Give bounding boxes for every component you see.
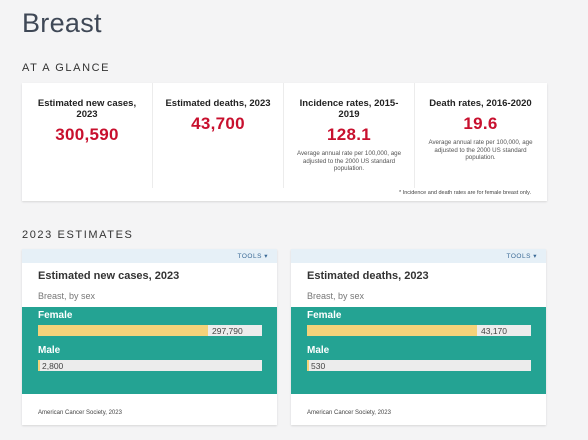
- page-title: Breast: [22, 8, 102, 38]
- stat-incidence-rate: Incidence rates, 2015-2019 128.1 Average…: [284, 83, 415, 188]
- tools-menu-button[interactable]: TOOLS ▾: [506, 253, 537, 260]
- chart-source: American Cancer Society, 2023: [307, 410, 391, 416]
- bar-value-label: 43,170: [481, 326, 507, 336]
- bar-category-label: Female: [307, 310, 342, 321]
- stat-label: Estimated deaths, 2023: [165, 98, 271, 109]
- estimates-heading: 2023 ESTIMATES: [22, 229, 134, 241]
- bar[interactable]: [307, 325, 477, 336]
- bar-chart-panel: Female 43,170 Male 530: [291, 307, 546, 394]
- bar-category-label: Male: [307, 345, 330, 356]
- bar-track: 43,170: [307, 325, 531, 336]
- chart-source: American Cancer Society, 2023: [38, 410, 122, 416]
- tools-bar: TOOLS ▾: [291, 249, 546, 263]
- caret-down-icon: ▾: [264, 253, 268, 260]
- caret-down-icon: ▾: [533, 253, 537, 260]
- bar-track: 2,800: [38, 360, 262, 371]
- stat-label: Estimated new cases, 2023: [37, 98, 137, 120]
- new-cases-chart-card: TOOLS ▾ Estimated new cases, 2023 Breast…: [22, 249, 277, 425]
- stat-new-cases: Estimated new cases, 2023 300,590: [22, 83, 153, 188]
- bar-value-label: 530: [311, 361, 326, 371]
- deaths-chart-card: TOOLS ▾ Estimated deaths, 2023 Breast, b…: [291, 249, 546, 425]
- at-a-glance-card: Estimated new cases, 2023 300,590 Estima…: [22, 83, 547, 201]
- bar-track: 530: [307, 360, 531, 371]
- bar-value-label: 297,790: [212, 326, 243, 336]
- bar[interactable]: [38, 325, 208, 336]
- bar-track: 297,790: [38, 325, 262, 336]
- stat-value: 19.6: [463, 114, 498, 133]
- chart-subtitle: Breast, by sex: [38, 291, 96, 301]
- chart-title: Estimated new cases, 2023: [38, 270, 180, 282]
- bar[interactable]: [38, 360, 40, 371]
- chart-subtitle: Breast, by sex: [307, 291, 365, 301]
- stat-value: 43,700: [191, 114, 245, 133]
- bar-chart-panel: Female 297,790 Male 2,800: [22, 307, 277, 394]
- stat-note: Average annual rate per 100,000, age adj…: [428, 139, 533, 161]
- bar-category-label: Male: [38, 345, 61, 356]
- chart-title: Estimated deaths, 2023: [307, 270, 429, 282]
- tools-menu-button[interactable]: TOOLS ▾: [237, 253, 268, 260]
- stat-deaths: Estimated deaths, 2023 43,700: [153, 83, 284, 188]
- tools-bar: TOOLS ▾: [22, 249, 277, 263]
- stat-value: 128.1: [326, 125, 372, 144]
- bar-value-label: 2,800: [42, 361, 64, 371]
- bar[interactable]: [307, 360, 309, 371]
- stat-label: Death rates, 2016-2020: [429, 98, 532, 109]
- stat-value: 300,590: [55, 125, 119, 144]
- stat-note: Average annual rate per 100,000, age adj…: [296, 150, 402, 172]
- stat-death-rate: Death rates, 2016-2020 19.6 Average annu…: [415, 83, 546, 188]
- stat-label: Incidence rates, 2015-2019: [299, 98, 399, 120]
- rates-footnote: * Incidence and death rates are for fema…: [399, 190, 531, 196]
- bar-category-label: Female: [38, 310, 73, 321]
- at-a-glance-heading: AT A GLANCE: [22, 62, 111, 74]
